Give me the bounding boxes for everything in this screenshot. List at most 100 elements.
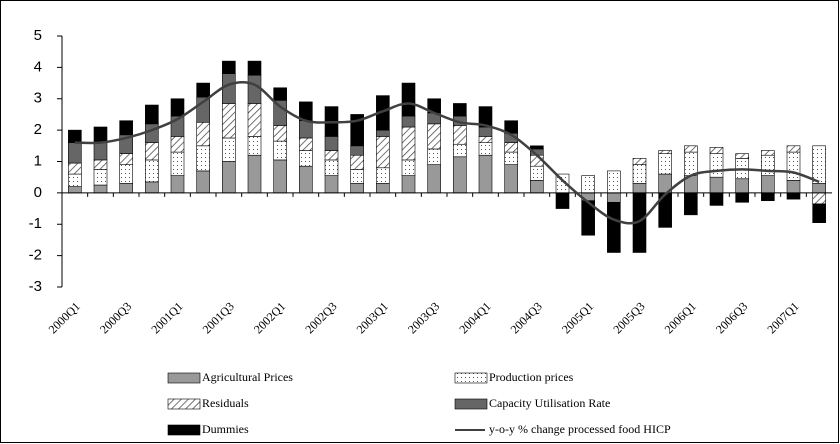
bar-segment — [376, 136, 390, 169]
bar-segment — [145, 123, 159, 143]
bar-segment — [324, 150, 339, 161]
bar-segment — [222, 137, 236, 162]
legend-label: Production prices — [489, 370, 574, 384]
y-tick-label: 0 — [34, 184, 42, 201]
bar-segment — [504, 142, 518, 153]
bar-segment — [735, 178, 749, 194]
bar-segment — [119, 183, 133, 194]
bar-segment — [145, 181, 159, 194]
bar-segment — [119, 153, 133, 165]
bar-segment — [504, 151, 518, 165]
bar-segment — [93, 184, 108, 194]
bar-segment — [222, 103, 236, 139]
bar-segment — [607, 201, 621, 253]
bar-segment — [350, 154, 364, 170]
bar-segment — [761, 150, 775, 156]
bar-segment — [273, 159, 287, 194]
bar-segment — [93, 169, 108, 186]
bar-segment — [478, 142, 493, 156]
legend-label: Residuals — [202, 396, 249, 410]
bar-segment — [145, 104, 159, 125]
bar-segment — [709, 176, 724, 194]
bar-segment — [376, 167, 390, 184]
bar-segment — [401, 175, 416, 194]
x-tick-label: 2004Q3 — [508, 299, 545, 336]
bar-segment — [632, 158, 647, 165]
bar-segment — [299, 120, 313, 139]
bar-segment — [401, 126, 416, 161]
bar-segment — [607, 170, 621, 194]
bar-segment — [478, 106, 493, 128]
bar-segment — [376, 129, 390, 137]
bar-segment — [273, 87, 287, 101]
x-tick-label: 2000Q3 — [97, 299, 134, 336]
bar-segment — [504, 164, 518, 194]
bar-segment — [530, 165, 544, 181]
bar-segment — [684, 192, 698, 216]
bar-segment — [401, 115, 416, 128]
y-tick-label: 1 — [34, 152, 42, 169]
x-tick-label: 2003Q1 — [354, 299, 391, 336]
bar-segment — [119, 164, 133, 184]
bar-segment — [273, 140, 287, 161]
y-tick-label: 2 — [34, 121, 42, 138]
bar-segment — [427, 123, 441, 150]
bar-segment — [478, 136, 493, 143]
bar-segment — [607, 192, 621, 203]
bar-segment — [427, 148, 441, 165]
bar-segment — [222, 73, 236, 104]
bar-segment — [786, 145, 801, 153]
bar-segment — [324, 175, 339, 194]
x-tick-label: 2003Q3 — [405, 299, 442, 336]
bar-segment — [93, 126, 108, 143]
bar-segment — [350, 169, 364, 184]
bar-segment — [478, 154, 493, 194]
bar-segment — [196, 170, 210, 194]
bar-segment — [222, 161, 236, 194]
bar-segment — [453, 156, 467, 194]
bar-segment — [761, 154, 775, 176]
bar-segment — [478, 126, 493, 137]
bar-segment — [196, 121, 210, 147]
bar-segment — [761, 175, 775, 194]
bar-segment — [658, 153, 672, 175]
x-tick-label: 2000Q1 — [46, 299, 83, 336]
legend-swatch — [167, 372, 201, 384]
bar-segment — [786, 151, 801, 181]
bar-segment — [93, 142, 108, 161]
bar-segment — [324, 159, 339, 176]
x-tick-label: 2004Q1 — [456, 299, 493, 336]
legend-swatch — [167, 398, 201, 410]
bar-segment — [145, 159, 159, 183]
bar-segment — [350, 183, 364, 194]
legend-label: Agricultural Prices — [202, 370, 293, 384]
x-tick-label: 2006Q1 — [662, 299, 699, 336]
y-tick-label: -2 — [29, 247, 42, 264]
bar-segment — [170, 175, 185, 194]
bar-segment — [376, 183, 390, 194]
bar-segment — [247, 74, 262, 104]
bar-segment — [684, 145, 698, 153]
bar-segment — [735, 153, 749, 159]
bar-segment — [170, 151, 185, 176]
legend-swatch — [454, 372, 488, 384]
bar-segment — [427, 164, 441, 194]
bar-segment — [453, 103, 467, 117]
bar-segment — [247, 60, 262, 76]
bar-segment — [401, 82, 416, 117]
x-tick-label: 2001Q1 — [148, 299, 185, 336]
x-tick-label: 2002Q3 — [302, 299, 339, 336]
bar-segment — [761, 192, 775, 202]
bar-segment — [684, 151, 698, 176]
legend-label: Capacity Utilisation Rate — [489, 396, 610, 410]
bar-segment — [68, 142, 82, 164]
bar-segment — [350, 145, 364, 156]
bar-segment — [324, 136, 339, 151]
y-tick-label: -1 — [29, 215, 42, 232]
bar-segment — [170, 136, 185, 153]
legend-swatch — [454, 398, 488, 410]
bar-segment — [709, 192, 724, 206]
